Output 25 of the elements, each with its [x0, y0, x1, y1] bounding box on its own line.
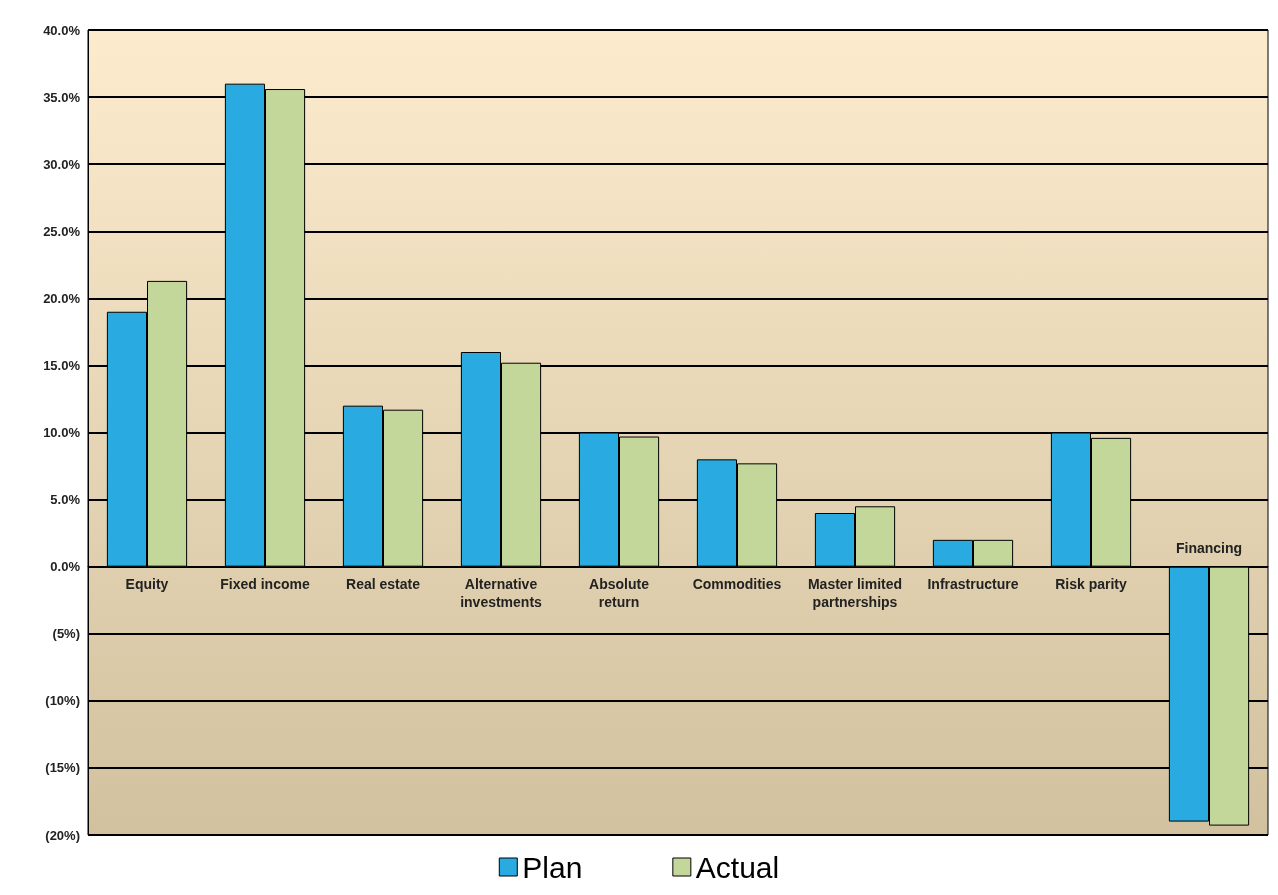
y-tick-label: (10%) [45, 693, 80, 709]
y-tick-label: 0.0% [50, 559, 81, 575]
y-tick-label: 30.0% [43, 156, 81, 172]
x-tick-label: Absolute return [589, 575, 650, 610]
x-tick-label: Infrastructure [927, 575, 1019, 592]
x-tick-label: Real estate [346, 575, 421, 592]
y-tick-label: 25.0% [43, 223, 81, 239]
x-tick-label: Master limited partnerships [807, 575, 903, 610]
y-tick-label: 5.0% [50, 492, 81, 508]
x-tick-label: Financing [1175, 539, 1243, 556]
y-tick-label: 20.0% [43, 290, 81, 306]
legend-label: Plan [522, 850, 583, 884]
legend-label: Actual [695, 850, 780, 884]
y-tick-label: 40.0% [43, 22, 81, 38]
y-tick-label: 15.0% [43, 357, 81, 373]
x-tick-label: Commodities [692, 575, 782, 592]
x-tick-label: Risk parity [1055, 575, 1127, 592]
x-tick-label: Alternative investments [460, 575, 543, 610]
y-tick-label: (5%) [52, 626, 80, 642]
x-tick-label: Fixed income [220, 575, 310, 592]
y-tick-label: 35.0% [43, 89, 81, 105]
y-tick-label: (20%) [45, 827, 80, 843]
x-tick-label: Equity [125, 575, 169, 592]
y-tick-label: 10.0% [43, 425, 81, 440]
y-tick-label: (15%) [45, 760, 80, 776]
